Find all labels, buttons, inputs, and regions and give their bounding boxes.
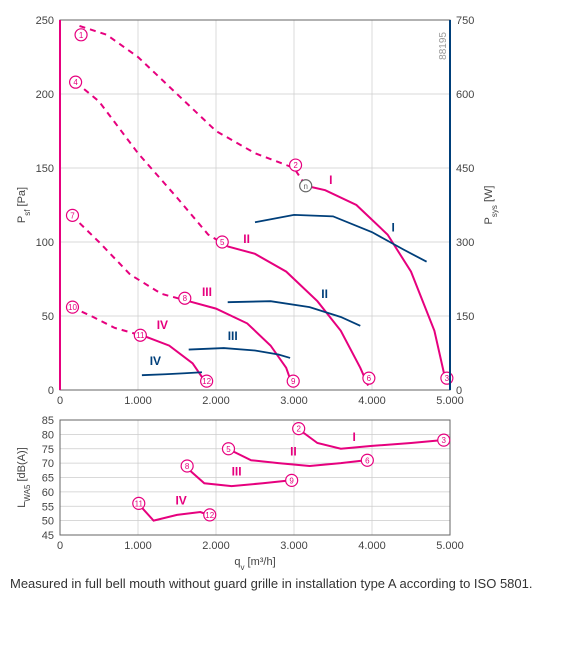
svg-text:I: I: [353, 430, 356, 444]
svg-text:750: 750: [456, 15, 474, 27]
svg-text:1.000: 1.000: [124, 395, 152, 407]
svg-text:8: 8: [185, 462, 190, 471]
svg-text:III: III: [202, 285, 212, 299]
svg-text:4.000: 4.000: [358, 395, 386, 407]
svg-text:6: 6: [367, 374, 372, 383]
svg-text:150: 150: [36, 163, 54, 175]
svg-text:11: 11: [135, 499, 144, 508]
svg-text:200: 200: [36, 89, 54, 101]
svg-text:3.000: 3.000: [280, 395, 308, 407]
svg-text:80: 80: [42, 429, 54, 441]
svg-text:III: III: [228, 329, 238, 343]
svg-text:8: 8: [183, 294, 188, 303]
svg-text:III: III: [232, 465, 242, 479]
svg-text:0: 0: [57, 395, 63, 407]
svg-text:I: I: [329, 173, 332, 187]
chart-container: 01.0002.0003.0004.0005.00005010015020025…: [10, 10, 570, 591]
svg-text:300: 300: [456, 237, 474, 249]
svg-text:70: 70: [42, 458, 54, 470]
svg-text:45: 45: [42, 530, 54, 542]
svg-text:9: 9: [291, 377, 296, 386]
svg-text:II: II: [243, 232, 250, 246]
svg-text:4.000: 4.000: [358, 540, 386, 552]
svg-text:250: 250: [36, 15, 54, 27]
svg-text:n: n: [303, 182, 307, 191]
svg-text:12: 12: [202, 377, 211, 386]
svg-text:50: 50: [42, 516, 54, 528]
svg-text:65: 65: [42, 473, 54, 485]
svg-text:75: 75: [42, 444, 54, 456]
svg-text:88195: 88195: [438, 32, 449, 60]
svg-text:3: 3: [445, 374, 450, 383]
lower-chart: 01.0002.0003.0004.0005.00045505560657075…: [10, 410, 505, 570]
svg-text:IV: IV: [150, 354, 161, 368]
svg-text:0: 0: [48, 385, 54, 397]
svg-text:5: 5: [220, 238, 225, 247]
svg-text:2: 2: [296, 425, 301, 434]
svg-text:5.000: 5.000: [436, 540, 464, 552]
svg-text:1: 1: [79, 31, 84, 40]
svg-text:600: 600: [456, 89, 474, 101]
svg-text:60: 60: [42, 487, 54, 499]
svg-text:85: 85: [42, 415, 54, 427]
svg-text:150: 150: [456, 311, 474, 323]
svg-text:3.000: 3.000: [280, 540, 308, 552]
svg-text:0: 0: [456, 385, 462, 397]
svg-text:4: 4: [73, 78, 78, 87]
svg-text:I: I: [392, 221, 395, 235]
svg-text:II: II: [321, 287, 328, 301]
svg-text:II: II: [290, 444, 297, 458]
svg-text:9: 9: [289, 476, 294, 485]
svg-text:2.000: 2.000: [202, 395, 230, 407]
svg-text:50: 50: [42, 311, 54, 323]
svg-text:1.000: 1.000: [124, 540, 152, 552]
svg-text:5: 5: [226, 445, 231, 454]
svg-text:10: 10: [68, 303, 77, 312]
svg-text:7: 7: [70, 211, 75, 220]
svg-text:11: 11: [136, 331, 145, 340]
svg-text:2: 2: [293, 161, 298, 170]
svg-text:0: 0: [57, 540, 63, 552]
svg-text:IV: IV: [175, 493, 186, 507]
caption: Measured in full bell mouth without guar…: [10, 576, 570, 591]
main-chart: 01.0002.0003.0004.0005.00005010015020025…: [10, 10, 505, 410]
svg-text:450: 450: [456, 163, 474, 175]
svg-text:6: 6: [365, 456, 370, 465]
svg-text:100: 100: [36, 237, 54, 249]
svg-text:2.000: 2.000: [202, 540, 230, 552]
svg-text:55: 55: [42, 501, 54, 513]
svg-text:12: 12: [205, 511, 214, 520]
svg-text:IV: IV: [157, 318, 168, 332]
svg-text:3: 3: [442, 436, 447, 445]
